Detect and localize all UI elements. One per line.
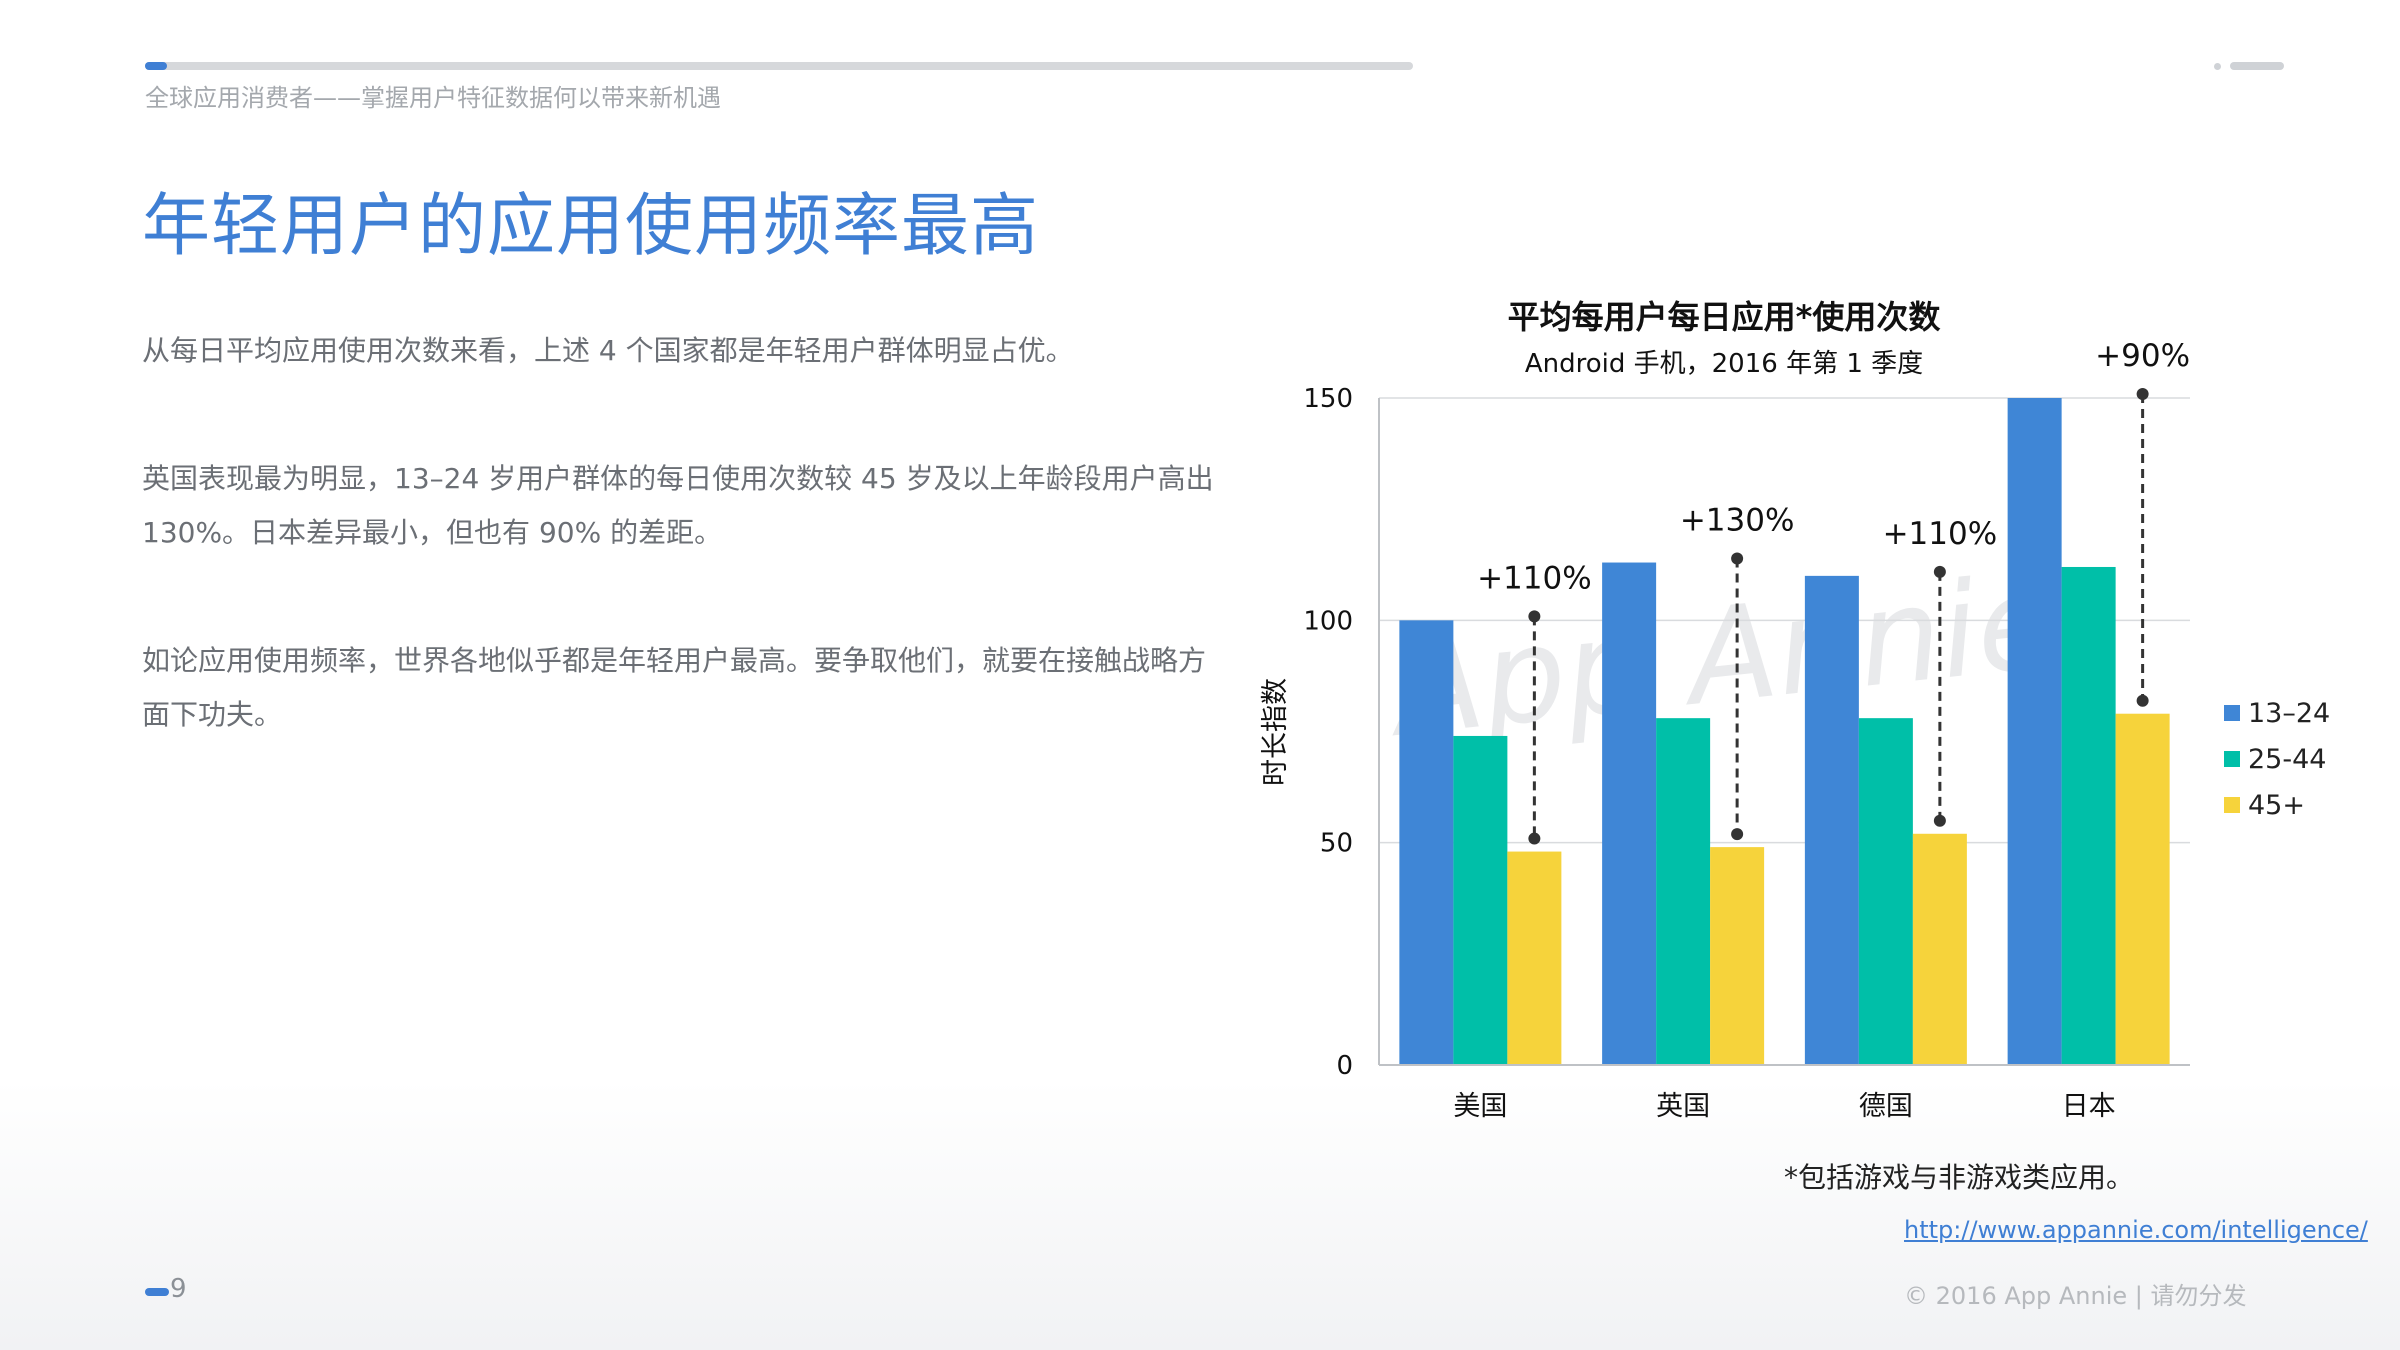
x-tick-label: 德国 bbox=[1859, 1091, 1913, 1122]
y-tick-label: 150 bbox=[1303, 384, 1353, 414]
x-tick-label: 英国 bbox=[1656, 1091, 1710, 1122]
bar bbox=[1453, 735, 1508, 1065]
legend-item-45-plus: 45+ bbox=[2224, 782, 2330, 828]
legend-swatch-45-plus bbox=[2224, 797, 2240, 813]
copyright-notice: © 2016 App Annie | 请勿分发 bbox=[1904, 1282, 2247, 1310]
page-number-accent bbox=[145, 1288, 169, 1296]
bar bbox=[1710, 847, 1765, 1065]
range-dot-top bbox=[1731, 552, 1744, 565]
chart-footnote: *包括游戏与非游戏类应用。 bbox=[1784, 1161, 2135, 1194]
header-progress-accent bbox=[145, 62, 167, 70]
chart-legend: 13–24 25-44 45+ bbox=[2224, 690, 2330, 828]
body-paragraph-1: 从每日平均应用使用次数来看，上述 4 个国家都是年轻用户群体明显占优。 bbox=[142, 334, 1074, 367]
chart-title: 平均每用户每日应用*使用次数 bbox=[1508, 298, 1942, 336]
legend-swatch-25-44 bbox=[2224, 751, 2240, 767]
legend-label-13-24: 13–24 bbox=[2248, 697, 2331, 729]
range-dot-bottom bbox=[1933, 814, 1946, 827]
bar bbox=[1804, 575, 1859, 1065]
difference-label: +110% bbox=[1477, 560, 1592, 596]
header-progress-bar bbox=[145, 62, 1413, 70]
header-right-dot bbox=[2214, 63, 2221, 70]
legend-label-45-plus: 45+ bbox=[2248, 789, 2305, 821]
body-paragraph-2: 英国表现最为明显，13–24 岁用户群体的每日使用次数较 45 岁及以上年龄段用… bbox=[142, 462, 1214, 549]
chart-subtitle: Android 手机，2016 年第 1 季度 bbox=[1525, 349, 1923, 379]
difference-label: +110% bbox=[1883, 516, 1998, 552]
legend-label-25-44: 25-44 bbox=[2248, 743, 2327, 775]
bar bbox=[2007, 398, 2062, 1065]
y-tick-label: 0 bbox=[1336, 1051, 1353, 1081]
page-number: 9 bbox=[170, 1274, 187, 1304]
bar bbox=[1507, 851, 1562, 1065]
range-dot-bottom bbox=[2136, 694, 2149, 707]
range-dot-top bbox=[1933, 565, 1946, 578]
legend-item-25-44: 25-44 bbox=[2224, 736, 2330, 782]
document-title: 全球应用消费者——掌握用户特征数据何以带来新机遇 bbox=[145, 84, 721, 112]
y-tick-label: 100 bbox=[1303, 606, 1353, 636]
x-tick-label: 美国 bbox=[1453, 1091, 1507, 1122]
bar bbox=[2061, 566, 2116, 1065]
y-tick-label: 50 bbox=[1320, 829, 1353, 859]
body-paragraph-3: 如论应用使用频率，世界各地似乎都是年轻用户最高。要争取他们，就要在接触战略方面下… bbox=[142, 644, 1207, 731]
range-dot-bottom bbox=[1528, 832, 1541, 845]
bar bbox=[1858, 718, 1913, 1065]
header-progress-dot bbox=[1405, 63, 1411, 69]
bar bbox=[1912, 833, 1967, 1065]
source-link[interactable]: http://www.appannie.com/intelligence/ bbox=[1904, 1216, 2368, 1244]
legend-swatch-13-24 bbox=[2224, 705, 2240, 721]
difference-label: +130% bbox=[1680, 503, 1795, 539]
x-tick-label: 日本 bbox=[2062, 1091, 2116, 1122]
range-dot-top bbox=[2136, 388, 2149, 400]
y-axis-label: 时长指数 bbox=[1260, 678, 1291, 786]
bar bbox=[1602, 562, 1657, 1065]
bar bbox=[2115, 713, 2170, 1065]
range-dot-top bbox=[1528, 610, 1541, 623]
bar bbox=[1399, 620, 1454, 1065]
bar bbox=[1656, 718, 1711, 1065]
difference-label: +90% bbox=[2095, 338, 2190, 374]
range-dot-bottom bbox=[1731, 828, 1744, 841]
legend-item-13-24: 13–24 bbox=[2224, 690, 2330, 736]
page-title: 年轻用户的应用使用频率最高 bbox=[142, 187, 1040, 266]
header-right-bar bbox=[2230, 62, 2284, 70]
bar-chart: App Annie 平均每用户每日应用*使用次数 Android 手机，2016… bbox=[1260, 298, 2190, 1122]
